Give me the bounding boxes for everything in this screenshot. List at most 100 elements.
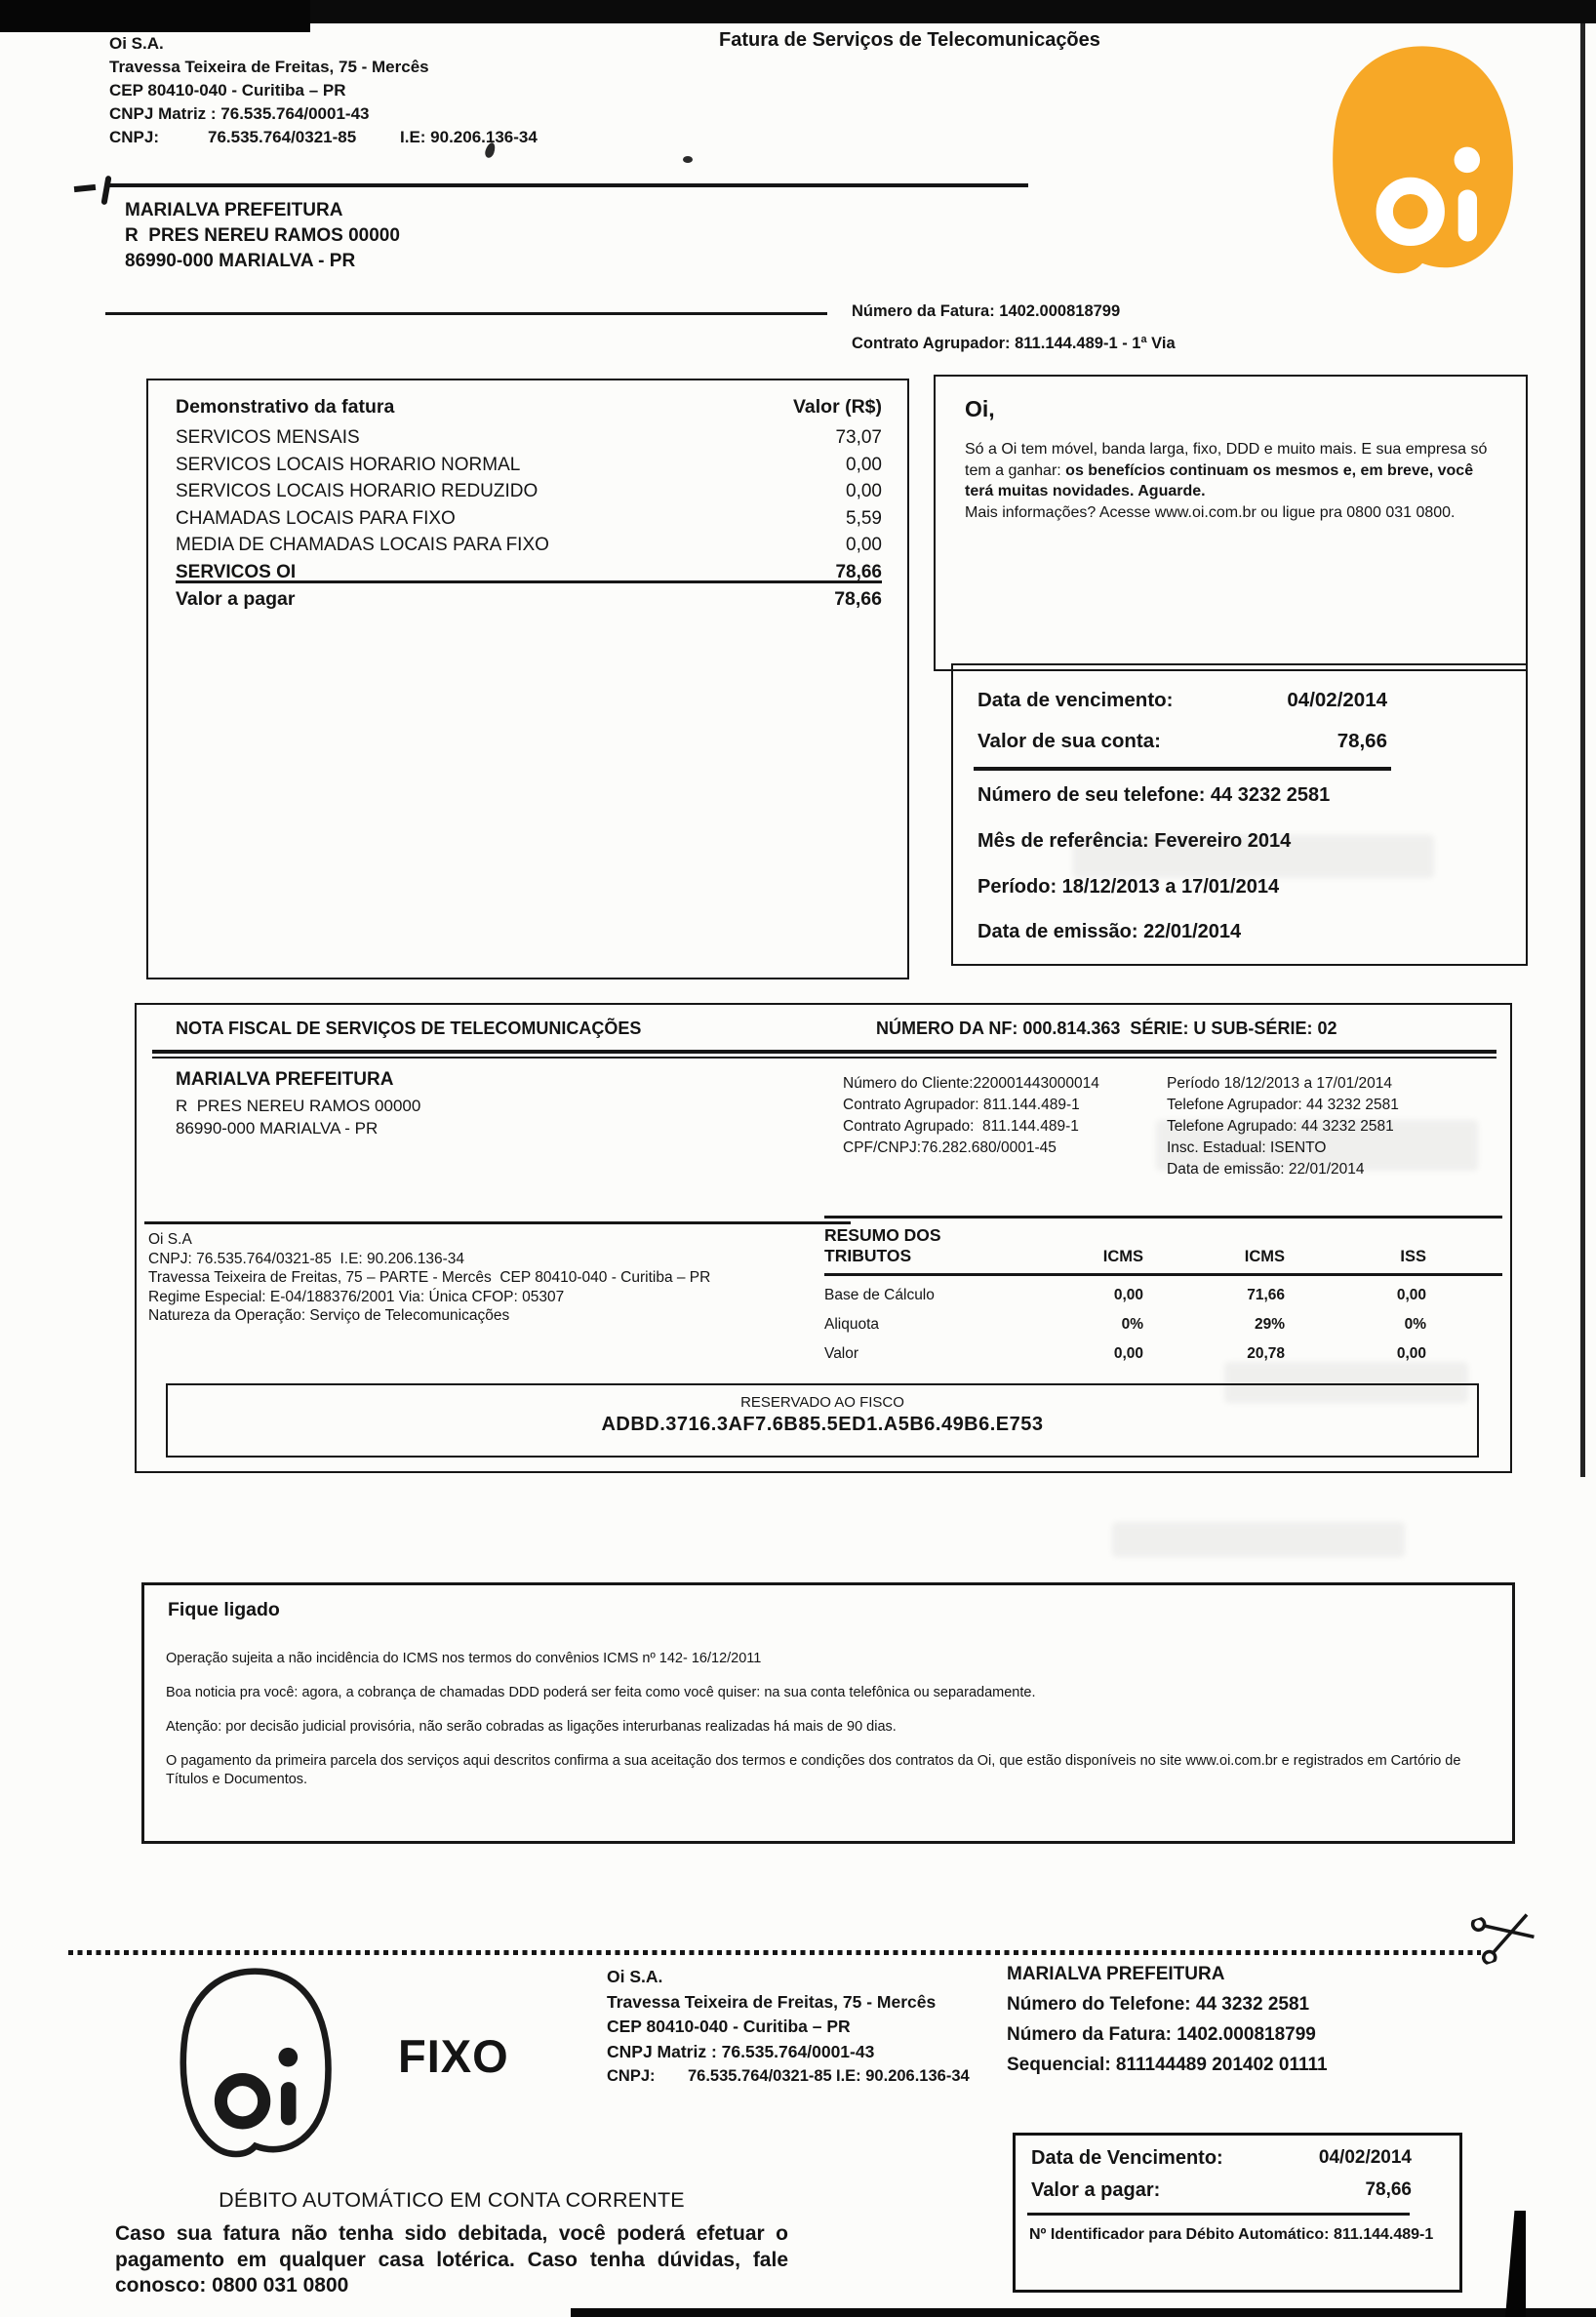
issuer-street: Travessa Teixeira de Freitas, 75 - Mercê… bbox=[109, 58, 429, 76]
tax-value-icms2: 29% bbox=[1254, 1316, 1285, 1333]
due-date-label: Data de vencimento: bbox=[978, 689, 1174, 711]
invoice-line-items: SERVICOS MENSAIS 73,07 SERVICOS LOCAIS H… bbox=[176, 427, 882, 588]
issuer-cnpj-matriz: CNPJ Matriz : 76.535.764/0001-43 bbox=[109, 104, 370, 123]
nota-fiscal-number: NÚMERO DA NF: 000.814.363 SÉRIE: U SUB-S… bbox=[876, 1019, 1337, 1038]
nf-customer-city: 86990-000 MARIALVA - PR bbox=[176, 1119, 379, 1138]
stub-cnpj-label: CNPJ: bbox=[607, 2067, 656, 2085]
stub-amount-label: Valor a pagar: bbox=[1031, 2179, 1161, 2201]
reference-month-line: Mês de referência: Fevereiro 2014 bbox=[978, 830, 1292, 852]
stub-customer-line: Sequencial: 811144489 201402 01111 bbox=[1007, 2055, 1328, 2075]
invoice-line-item: MEDIA DE CHAMADAS LOCAIS PARA FIXO 0,00 bbox=[176, 535, 882, 562]
line-item-value: 5,59 bbox=[846, 507, 882, 529]
scan-artifact bbox=[73, 183, 97, 193]
notice-paragraph: Atenção: por decisão judicial provisória… bbox=[166, 1719, 897, 1735]
line-item-label: SERVICOS OI bbox=[176, 561, 297, 582]
line-item-label: SERVICOS LOCAIS HORARIO NORMAL bbox=[176, 454, 521, 475]
scan-artifact bbox=[683, 156, 693, 163]
tax-row: Valor 0,00 20,78 0,00 bbox=[824, 1339, 1502, 1369]
invoice-meta: Número da Fatura: 1402.000818799 Contrat… bbox=[852, 296, 1176, 360]
nf-client-info: Número do Cliente:220001443000014 Contra… bbox=[843, 1075, 1099, 1161]
invoice-line-item: CHAMADAS LOCAIS PARA FIXO 5,59 bbox=[176, 508, 882, 536]
nota-fiscal-section: NOTA FISCAL DE SERVIÇOS DE TELECOMUNICAÇ… bbox=[135, 1003, 1512, 1473]
nf-issuer-line: Regime Especial: E-04/188376/2001 Via: Ú… bbox=[148, 1288, 565, 1305]
account-value-row: Valor de sua conta: 78,66 bbox=[978, 730, 1387, 753]
stub-due-date-value: 04/02/2014 bbox=[1318, 2147, 1412, 2168]
notice-paragraph: Operação sujeita a não incidência do ICM… bbox=[166, 1651, 762, 1666]
issuer-city: CEP 80410-040 - Curitiba – PR bbox=[109, 81, 346, 100]
nf-period-info-line: Período 18/12/2013 a 17/01/2014 bbox=[1167, 1075, 1392, 1092]
total-label: Valor a pagar bbox=[176, 588, 296, 610]
issuer-name: Oi S.A. bbox=[109, 34, 164, 53]
ie-value: I.E: 90.206.136-34 bbox=[400, 128, 538, 146]
nf-issuer-line: CNPJ: 76.535.764/0321-85 I.E: 90.206.136… bbox=[148, 1250, 465, 1267]
stub-amount-row: Valor a pagar: 78,66 bbox=[1031, 2179, 1412, 2202]
notice-paragraph: Boa noticia pra você: agora, a cobrança … bbox=[166, 1685, 1036, 1700]
message-text: Só a Oi tem móvel, banda larga, fixo, DD… bbox=[965, 441, 1488, 479]
stub-due-date-label: Data de Vencimento: bbox=[1031, 2147, 1223, 2169]
marketing-message-box: Oi, Só a Oi tem móvel, banda larga, fixo… bbox=[934, 375, 1528, 671]
invoice-summary-header: Demonstrativo da fatura Valor (R$) bbox=[176, 396, 882, 419]
line-item-label: MEDIA DE CHAMADAS LOCAIS PARA FIXO bbox=[176, 535, 549, 555]
scan-artifact bbox=[1073, 835, 1434, 878]
line-item-label: SERVICOS MENSAIS bbox=[176, 427, 360, 448]
fixo-logo-letter-i-dot bbox=[278, 2047, 299, 2067]
message-text-bold: os benefícios continuam os mesmos e, em … bbox=[965, 461, 1474, 500]
fixo-wordmark: FIXO bbox=[398, 2030, 509, 2082]
nf-issuer-line: Oi S.A bbox=[148, 1231, 192, 1248]
invoice-line-item: SERVICOS LOCAIS HORARIO REDUZIDO 0,00 bbox=[176, 481, 882, 508]
nf-customer-block: MARIALVA PREFEITURA R PRES NEREU RAMOS 0… bbox=[176, 1069, 420, 1139]
stub-issuer-block: Oi S.A. Travessa Teixeira de Freitas, 75… bbox=[607, 1965, 970, 2090]
scissors-icon bbox=[1470, 1913, 1535, 1966]
tax-summary-table: RESUMO DOS TRIBUTOS ICMS ICMS ISS Base d… bbox=[824, 1216, 1502, 1369]
notices-title: Fique ligado bbox=[168, 1599, 280, 1620]
divider bbox=[109, 183, 1028, 187]
tax-value-icms1: 0,00 bbox=[1113, 1345, 1143, 1362]
tax-row-label: Aliquota bbox=[824, 1316, 880, 1333]
divider bbox=[144, 1221, 851, 1224]
invoice-line-item: SERVICOS LOCAIS HORARIO NORMAL 0,00 bbox=[176, 455, 882, 482]
stub-issuer-street: Travessa Teixeira de Freitas, 75 - Mercê… bbox=[607, 1991, 937, 2012]
divider bbox=[974, 767, 1391, 771]
tax-value-icms1: 0% bbox=[1121, 1316, 1143, 1333]
message-more-info: Mais informações? Acesse www.oi.com.br o… bbox=[965, 503, 1456, 521]
phone-number-line: Número de seu telefone: 44 3232 2581 bbox=[978, 784, 1331, 806]
nf-period-info: Período 18/12/2013 a 17/01/2014 Telefone… bbox=[1167, 1075, 1399, 1182]
divider bbox=[152, 1050, 1496, 1059]
account-value-label: Valor de sua conta: bbox=[978, 730, 1161, 752]
nf-period-info-line: Telefone Agrupado: 44 3232 2581 bbox=[1167, 1118, 1394, 1135]
notice-paragraph: O pagamento da primeira parcela dos serv… bbox=[166, 1753, 1461, 1787]
recipient-name: MARIALVA PREFEITURA bbox=[125, 200, 343, 220]
nf-issuer-line: Natureza da Operação: Serviço de Telecom… bbox=[148, 1307, 510, 1324]
message-greeting: Oi, bbox=[965, 396, 995, 421]
stub-ie-value: I.E: 90.206.136-34 bbox=[836, 2067, 970, 2085]
stub-customer-line: Número do Telefone: 44 3232 2581 bbox=[1007, 1994, 1310, 2015]
line-item-value: 78,66 bbox=[835, 561, 882, 582]
nf-period-info-line: Insc. Estadual: ISENTO bbox=[1167, 1139, 1327, 1156]
tax-column-icms1: ICMS bbox=[1102, 1248, 1143, 1265]
tax-rows: Base de Cálculo 0,00 71,66 0,00 Aliquota… bbox=[824, 1276, 1502, 1369]
tax-value-icms2: 20,78 bbox=[1247, 1345, 1285, 1362]
tax-column-icms2: ICMS bbox=[1244, 1248, 1285, 1265]
nf-client-info-line: CPF/CNPJ:76.282.680/0001-45 bbox=[843, 1139, 1057, 1156]
debit-identifier: Nº Identificador para Débito Automático:… bbox=[1029, 2226, 1434, 2243]
scan-artifact bbox=[100, 175, 112, 206]
fisco-code: ADBD.3716.3AF7.6B85.5ED1.A5B6.49B6.E753 bbox=[601, 1414, 1044, 1435]
nf-customer-street: R PRES NEREU RAMOS 00000 bbox=[176, 1097, 421, 1115]
tax-table-title: RESUMO DOS TRIBUTOS bbox=[824, 1225, 941, 1265]
summary-value-header: Valor (R$) bbox=[792, 396, 882, 418]
invoice-line-item: SERVICOS OI 78,66 bbox=[176, 562, 882, 589]
scan-artifact bbox=[571, 2308, 1596, 2317]
oi-logo-letter-o bbox=[1376, 177, 1445, 247]
tax-table-header: RESUMO DOS TRIBUTOS ICMS ICMS ISS bbox=[824, 1218, 1502, 1276]
auto-debit-text: Caso sua fatura não tenha sido debitada,… bbox=[115, 2222, 788, 2297]
stub-cnpj-value: 76.535.764/0321-85 bbox=[688, 2067, 832, 2085]
recipient-address-block: MARIALVA PREFEITURA R PRES NEREU RAMOS 0… bbox=[125, 198, 400, 274]
nota-fiscal-title: NOTA FISCAL DE SERVIÇOS DE TELECOMUNICAÇ… bbox=[176, 1019, 642, 1038]
tax-row: Base de Cálculo 0,00 71,66 0,00 bbox=[824, 1281, 1502, 1310]
nf-client-info-line: Contrato Agrupado: 811.144.489-1 bbox=[843, 1118, 1079, 1135]
line-item-value: 0,00 bbox=[846, 454, 882, 475]
stub-customer-block: MARIALVA PREFEITURA Número do Telefone: … bbox=[1007, 1959, 1328, 2080]
summary-title: Demonstrativo da fatura bbox=[176, 396, 395, 418]
line-item-label: SERVICOS LOCAIS HORARIO REDUZIDO bbox=[176, 481, 539, 501]
message-body: Só a Oi tem móvel, banda larga, fixo, DD… bbox=[965, 439, 1499, 523]
